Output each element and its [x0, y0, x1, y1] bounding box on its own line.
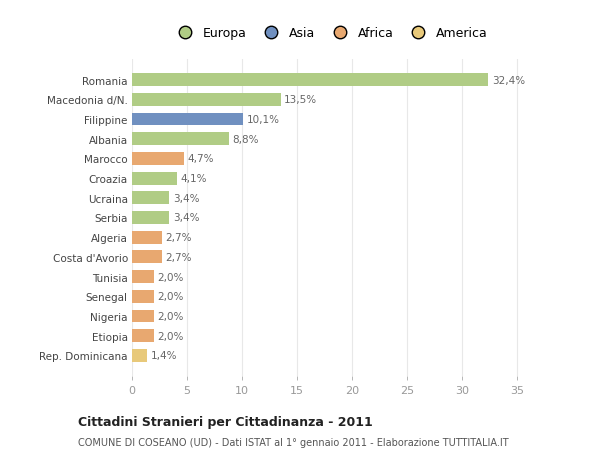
- Bar: [132, 290, 154, 303]
- Text: 3,4%: 3,4%: [173, 213, 199, 223]
- Text: 2,0%: 2,0%: [157, 272, 184, 282]
- Text: 8,8%: 8,8%: [232, 134, 259, 145]
- Bar: [132, 133, 229, 146]
- Text: 2,0%: 2,0%: [157, 311, 184, 321]
- Text: 32,4%: 32,4%: [491, 75, 525, 85]
- Bar: [132, 310, 154, 323]
- Bar: [132, 330, 154, 342]
- Bar: [132, 192, 169, 205]
- Text: 2,7%: 2,7%: [165, 233, 191, 243]
- Text: Cittadini Stranieri per Cittadinanza - 2011: Cittadini Stranieri per Cittadinanza - 2…: [78, 415, 373, 428]
- Bar: [132, 74, 488, 87]
- Bar: [132, 94, 281, 106]
- Bar: [132, 113, 243, 126]
- Text: 4,7%: 4,7%: [187, 154, 214, 164]
- Bar: [132, 231, 162, 244]
- Bar: [132, 271, 154, 283]
- Text: 1,4%: 1,4%: [151, 351, 177, 361]
- Text: COMUNE DI COSEANO (UD) - Dati ISTAT al 1° gennaio 2011 - Elaborazione TUTTITALIA: COMUNE DI COSEANO (UD) - Dati ISTAT al 1…: [78, 437, 509, 447]
- Bar: [132, 349, 148, 362]
- Legend: Europa, Asia, Africa, America: Europa, Asia, Africa, America: [170, 25, 490, 43]
- Bar: [132, 153, 184, 165]
- Bar: [132, 172, 177, 185]
- Text: 3,4%: 3,4%: [173, 193, 199, 203]
- Text: 4,1%: 4,1%: [181, 174, 207, 184]
- Text: 2,0%: 2,0%: [157, 291, 184, 302]
- Text: 2,7%: 2,7%: [165, 252, 191, 263]
- Text: 2,0%: 2,0%: [157, 331, 184, 341]
- Bar: [132, 251, 162, 264]
- Bar: [132, 212, 169, 224]
- Text: 10,1%: 10,1%: [247, 115, 280, 125]
- Text: 13,5%: 13,5%: [284, 95, 317, 105]
